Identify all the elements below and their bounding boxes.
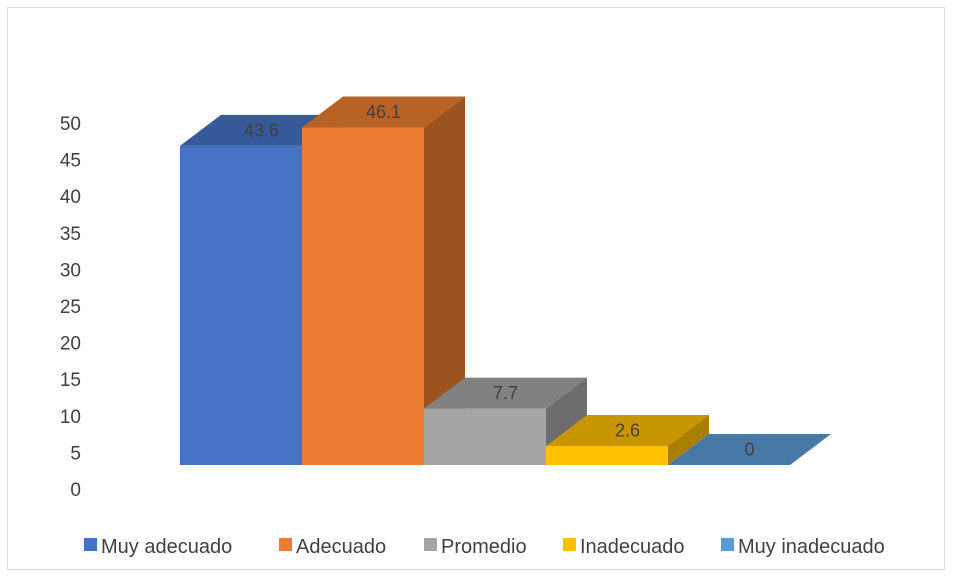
bar-front	[546, 445, 668, 465]
bar	[668, 434, 831, 465]
bar-top	[424, 377, 587, 409]
data-label: 46.1	[366, 102, 401, 122]
bar	[424, 377, 587, 465]
y-axis: 0 5 10 15 20 25 30 35 40 45 50	[60, 114, 81, 501]
chart-frame	[7, 7, 945, 570]
legend: Muy adecuado Adecuado Promedio Inadecuado Mu…	[84, 536, 885, 558]
legend-entry: Adecuado	[279, 536, 386, 558]
legend-label: Muy adecuado	[101, 536, 232, 558]
bar-front	[302, 127, 424, 465]
bar-side	[424, 96, 465, 465]
bar-front	[180, 145, 302, 465]
legend-label: Adecuado	[296, 536, 386, 558]
bar-top	[546, 414, 709, 446]
y-tick-label: 40	[60, 187, 81, 208]
legend-entry: Inadecuado	[563, 536, 685, 558]
bar-side	[668, 414, 709, 465]
data-labels: 43.6 46.1 7.7 2.6 0	[244, 102, 755, 459]
y-tick-label: 45	[60, 151, 81, 172]
y-tick-label: 20	[60, 334, 81, 355]
y-tick-label: 50	[60, 114, 81, 135]
legend-entry: Muy inadecuado	[721, 536, 885, 558]
y-tick-label: 5	[70, 443, 81, 464]
data-label: 0	[744, 440, 754, 460]
bar-top	[668, 434, 831, 465]
legend-swatch	[84, 538, 97, 551]
y-tick-label: 10	[60, 407, 81, 428]
legend-entry: Promedio	[424, 536, 527, 558]
y-tick-label: 35	[60, 224, 81, 245]
y-tick-label: 25	[60, 297, 81, 318]
legend-swatch	[721, 538, 734, 551]
bar	[302, 96, 465, 465]
data-label: 7.7	[493, 383, 518, 403]
legend-swatch	[424, 538, 437, 551]
bar-top	[302, 96, 465, 128]
y-tick-label: 0	[70, 480, 81, 501]
legend-label: Inadecuado	[580, 536, 685, 558]
legend-entry: Muy adecuado	[84, 536, 232, 558]
data-label: 2.6	[615, 420, 640, 440]
bar	[546, 414, 709, 465]
legend-swatch	[563, 538, 576, 551]
data-label: 43.6	[244, 120, 279, 140]
legend-label: Promedio	[441, 536, 527, 558]
bar-front	[424, 408, 546, 465]
legend-swatch	[279, 538, 292, 551]
legend-label: Muy inadecuado	[738, 536, 885, 558]
y-tick-label: 15	[60, 370, 81, 391]
y-tick-label: 30	[60, 260, 81, 281]
bars	[180, 96, 831, 466]
